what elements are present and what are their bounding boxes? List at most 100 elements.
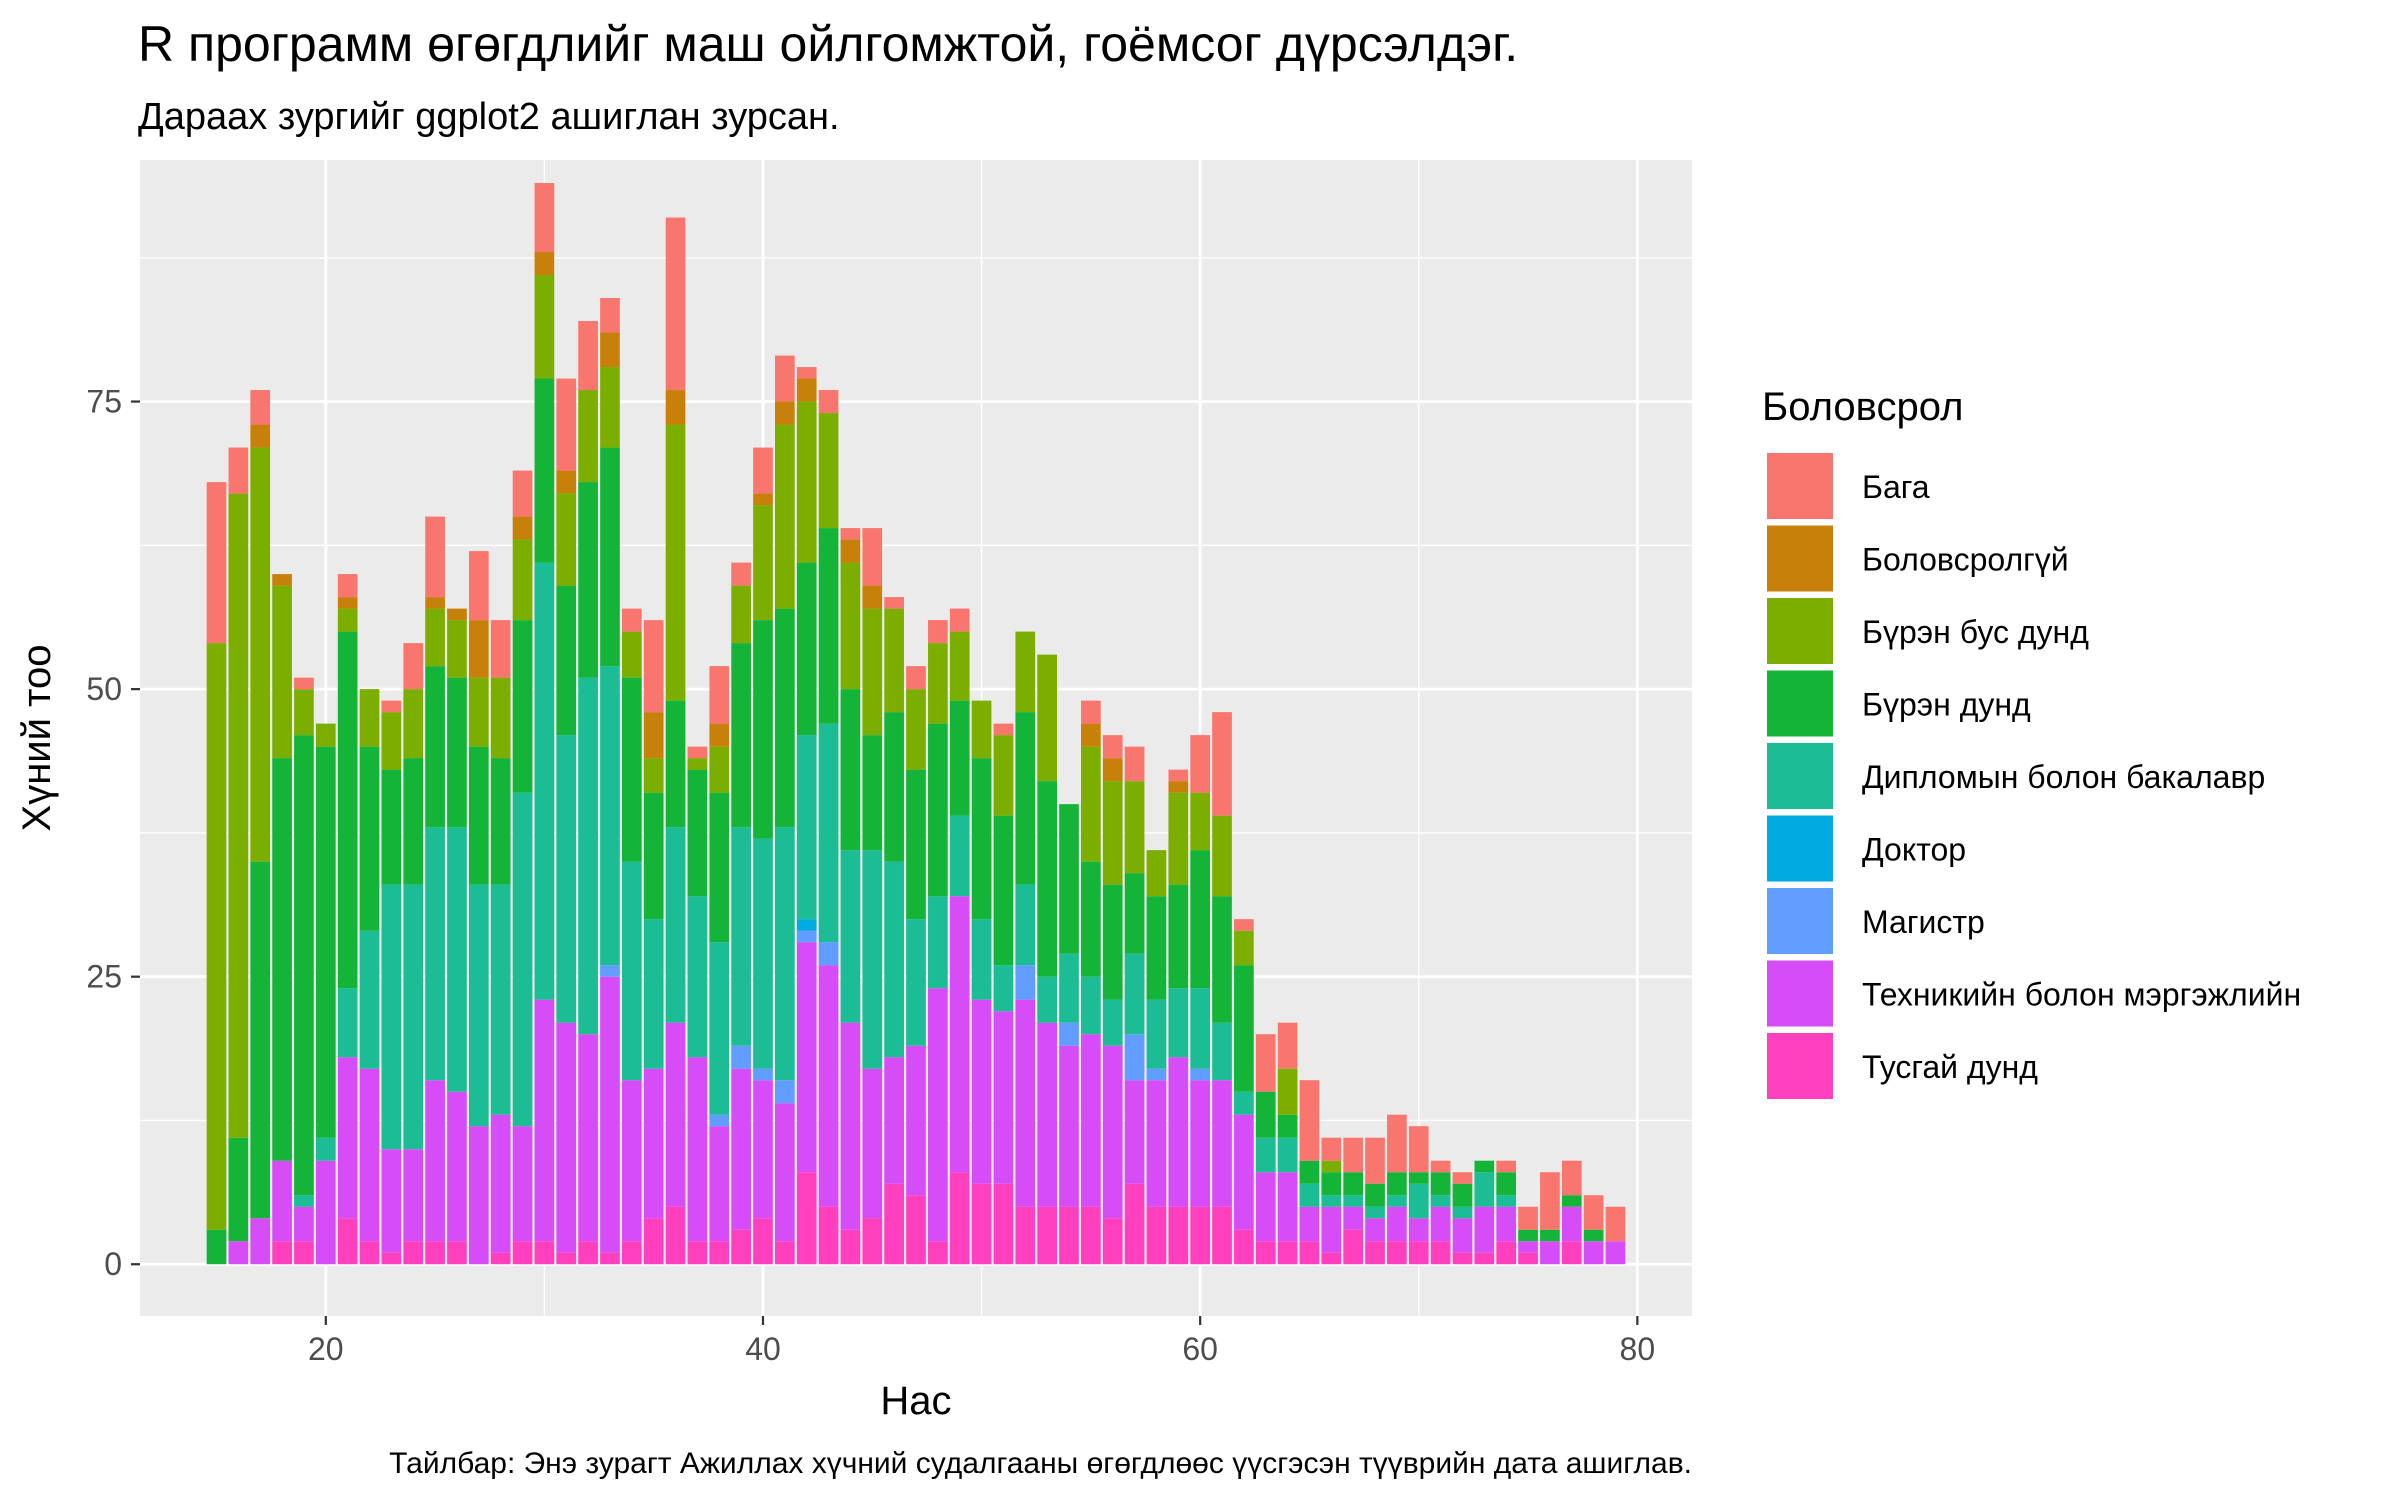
bar-segment <box>1343 1172 1364 1196</box>
legend-key <box>1765 596 1835 666</box>
bar-segment <box>1212 712 1232 816</box>
bar-segment <box>1190 792 1211 851</box>
bar-segment <box>556 470 577 494</box>
bar-segment <box>1474 1172 1495 1207</box>
axes: 20 40 60 80 0 25 50 75 <box>86 384 1655 1367</box>
bar-segment <box>1430 1195 1451 1207</box>
bar-segment <box>665 390 686 425</box>
bar-segment <box>753 620 773 839</box>
bar-segment <box>971 919 992 1000</box>
bar-segment <box>1234 930 1254 966</box>
bar-segment <box>228 1241 249 1265</box>
bar-segment <box>578 677 598 1035</box>
bar-segment <box>600 298 620 333</box>
bar-segment <box>1583 1241 1604 1265</box>
bar-segment <box>272 585 292 759</box>
bar-segment <box>337 597 358 609</box>
y-tick-label: 25 <box>86 959 122 995</box>
bar-segment <box>796 919 817 931</box>
bar-segment <box>731 827 751 1046</box>
bar-segment <box>1124 1034 1145 1081</box>
bar-segment <box>753 1218 773 1265</box>
bar-segment <box>1037 781 1057 977</box>
bar-segment <box>862 585 883 609</box>
bar-segment <box>643 620 664 713</box>
bar-segment <box>796 735 817 920</box>
bar-segment <box>1124 746 1145 782</box>
bar-segment <box>600 447 620 667</box>
bar-segment <box>337 608 358 632</box>
bar-segment <box>1190 1068 1211 1081</box>
legend-label: Бүрэн дунд <box>1862 687 2031 723</box>
bar-segment <box>1255 1034 1276 1092</box>
bar-segment <box>1561 1195 1582 1207</box>
bar-segment <box>1561 1160 1582 1196</box>
bar-segment <box>665 217 686 391</box>
bar-segment <box>1102 758 1123 782</box>
bar-segment <box>949 815 970 897</box>
bar-segment <box>862 608 883 736</box>
x-tick-label: 40 <box>745 1331 781 1367</box>
bar-segment <box>1408 1241 1429 1265</box>
bar-segment <box>1059 1206 1079 1265</box>
bar-segment <box>709 746 730 793</box>
bar-segment <box>490 620 511 678</box>
bar-segment <box>621 1241 642 1265</box>
bar-segment <box>928 988 948 1242</box>
bar-segment <box>1430 1206 1451 1242</box>
bar-segment <box>840 539 861 563</box>
bar-segment <box>250 1218 271 1265</box>
legend-label: Техникийн болон мэргэжлийн <box>1862 977 2301 1013</box>
bar-segment <box>578 321 598 391</box>
legend-key <box>1765 958 1835 1029</box>
bar-segment <box>928 723 948 897</box>
bar-segment <box>381 712 402 770</box>
bar-segment <box>556 493 577 586</box>
bar-segment <box>359 689 380 747</box>
bar-segment <box>1518 1206 1538 1230</box>
bar-segment <box>337 1218 358 1265</box>
bar-segment <box>512 539 533 621</box>
bar-segment <box>1430 1172 1451 1196</box>
bar-segment <box>1037 654 1057 782</box>
bar-segment <box>1037 1022 1057 1207</box>
bar-segment <box>272 1241 292 1265</box>
bar-segment <box>796 378 817 402</box>
bar-segment <box>709 1114 730 1127</box>
bar-segment <box>578 390 598 483</box>
bar-segment <box>862 850 883 1069</box>
bar-segment <box>1081 861 1101 977</box>
bar-segment <box>1015 999 1036 1207</box>
bar-segment <box>1190 1080 1211 1207</box>
y-tick-label: 0 <box>104 1246 122 1282</box>
bar-segment <box>228 493 249 1138</box>
bar-segment <box>643 712 664 759</box>
bar-segment <box>1255 1241 1276 1265</box>
bar-segment <box>1452 1183 1473 1207</box>
bar-segment <box>1605 1241 1626 1265</box>
bar-segment <box>556 585 577 736</box>
bar-segment <box>621 631 642 678</box>
bar-segment <box>1387 1241 1407 1265</box>
bar-segment <box>1234 1229 1254 1265</box>
bar-segment <box>1343 1195 1364 1207</box>
bar-segment <box>818 942 839 966</box>
bar-segment <box>1408 1183 1429 1219</box>
legend-key <box>1765 886 1835 956</box>
bar-segment <box>381 769 402 885</box>
bar-segment <box>1605 1206 1626 1242</box>
bar-segment <box>490 884 511 1115</box>
bar-segment <box>272 1160 292 1242</box>
bar-segment <box>993 723 1014 736</box>
bar-segment <box>337 1057 358 1219</box>
bar-segment <box>949 1172 970 1265</box>
bar-segment <box>1321 1172 1342 1196</box>
bar-segment <box>1321 1195 1342 1207</box>
bar-segment <box>1299 1183 1320 1207</box>
bar-segment <box>381 884 402 1150</box>
bar-segment <box>425 827 445 1081</box>
bar-segment <box>578 1034 598 1242</box>
bar-segment <box>534 378 555 563</box>
bar-segment <box>468 1126 489 1265</box>
bar-segment <box>315 746 336 1138</box>
